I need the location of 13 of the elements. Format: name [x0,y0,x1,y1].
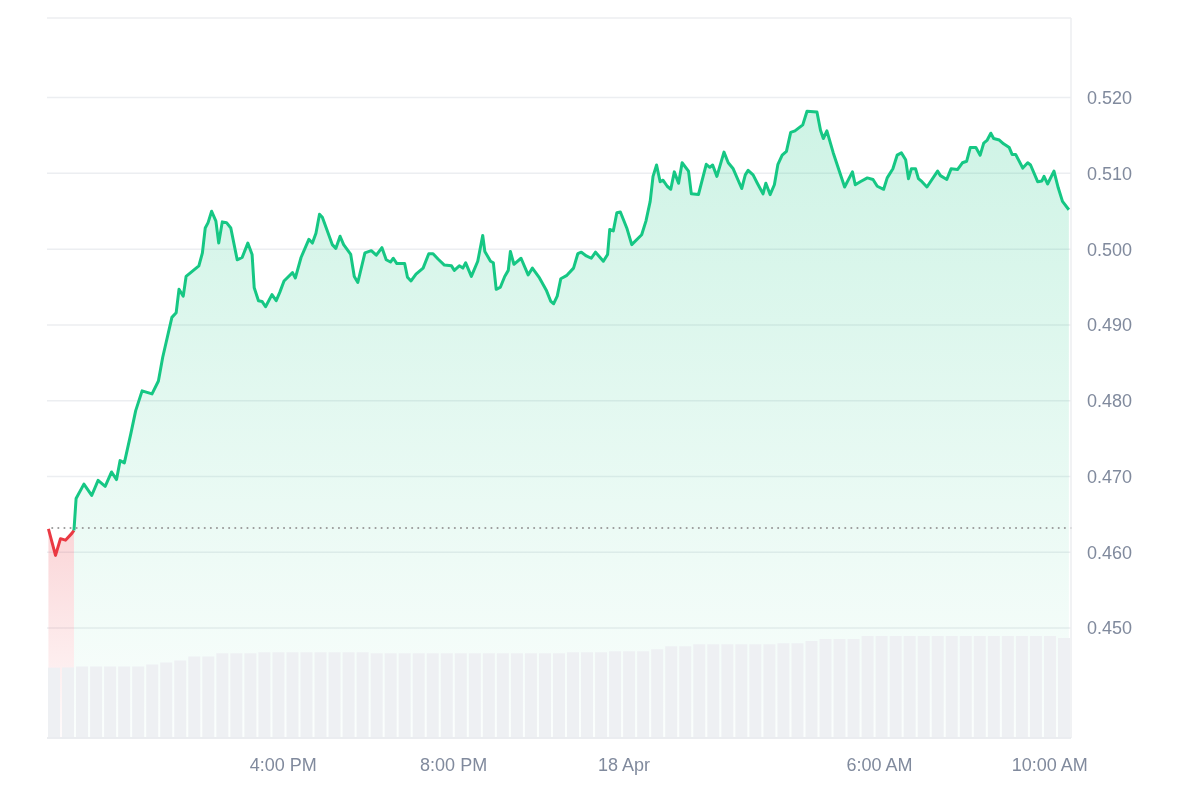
y-tick-label: 0.480 [1087,391,1133,412]
y-tick-label: 0.510 [1087,163,1133,184]
x-tick-label: 18 Apr [597,754,650,775]
x-tick-label: 6:00 AM [846,754,913,775]
y-tick-label: 0.470 [1087,466,1133,487]
y-tick-label: 0.500 [1087,239,1133,260]
y-tick-label: 0.490 [1087,315,1133,336]
x-tick-label: 10:00 AM [1011,754,1088,775]
x-tick-label: 8:00 PM [420,754,488,775]
y-tick-label: 0.450 [1087,618,1133,639]
y-tick-label: 0.520 [1087,87,1133,108]
y-tick-label: 0.460 [1087,542,1133,563]
x-tick-label: 4:00 PM [249,754,317,775]
